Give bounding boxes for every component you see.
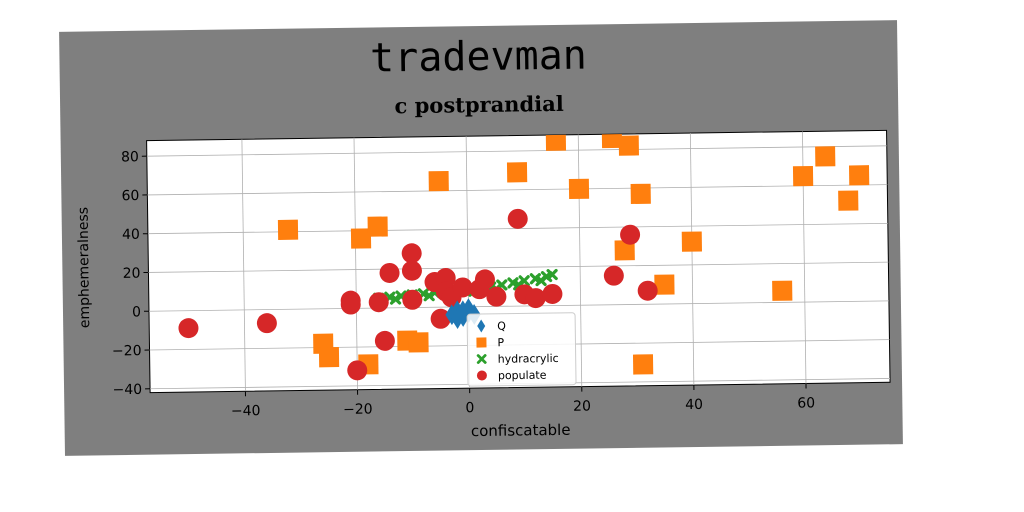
x-tick-label: 60 xyxy=(797,395,815,411)
point-populate xyxy=(486,286,507,307)
point-p xyxy=(630,183,651,204)
point-p xyxy=(838,190,859,211)
point-hydracrylic xyxy=(423,290,435,302)
point-p xyxy=(792,165,814,187)
y-tick-label: 0 xyxy=(132,304,141,320)
y-gridline xyxy=(146,145,887,157)
x-axis-label: confiscatable xyxy=(471,421,571,440)
point-populate xyxy=(525,288,546,309)
point-populate xyxy=(474,269,495,290)
y-axis-label: emphemeralness xyxy=(76,207,94,328)
point-p xyxy=(568,178,590,200)
x-tick-label: 20 xyxy=(573,398,591,414)
point-populate xyxy=(637,280,658,301)
point-populate xyxy=(430,308,451,329)
plot-area xyxy=(146,129,891,394)
figure: tradevman c postprandial −40 −20 0 20 40 60 −4… xyxy=(59,20,903,456)
point-populate xyxy=(603,265,624,286)
point-populate xyxy=(401,260,422,281)
y-gridline xyxy=(148,261,889,273)
x-tick-label: 0 xyxy=(465,400,474,416)
y-tick-label: 20 xyxy=(123,266,141,282)
y-tick-label: 80 xyxy=(121,149,139,165)
scatter-plot: −40 −20 0 20 40 60 −40 −20 0 20 40 60 80 confiscatabl… xyxy=(76,129,891,440)
point-p xyxy=(632,354,654,375)
data-points xyxy=(178,130,870,381)
point-populate xyxy=(379,262,400,283)
point-p xyxy=(815,146,836,167)
point-p xyxy=(367,216,388,237)
point-p xyxy=(618,135,639,156)
x-gridline xyxy=(353,137,358,390)
legend-label-p: P xyxy=(497,336,504,349)
point-populate xyxy=(347,360,368,381)
x-tick-label: −20 xyxy=(343,402,373,418)
legend-label-hydracrylic: hydracrylic xyxy=(498,352,559,366)
point-hydracrylic xyxy=(535,274,547,287)
point-populate xyxy=(542,283,563,304)
point-p xyxy=(772,280,793,301)
point-hydracrylic xyxy=(546,268,558,281)
y-gridline xyxy=(147,184,888,196)
point-p xyxy=(681,231,702,252)
point-p xyxy=(545,130,567,151)
legend-marker-q xyxy=(477,319,486,333)
point-p xyxy=(277,219,299,240)
point-p xyxy=(614,240,635,261)
legend-marker-p xyxy=(476,337,487,348)
point-p xyxy=(848,165,870,186)
legend-marker-populate xyxy=(476,370,487,381)
point-hydracrylic xyxy=(389,293,402,305)
legend-box xyxy=(466,312,577,387)
point-populate xyxy=(401,243,422,264)
legend-label-q: Q xyxy=(497,320,506,333)
x-gridline xyxy=(689,133,695,386)
point-p xyxy=(318,347,340,368)
point-p xyxy=(506,162,528,183)
x-tick-label: 40 xyxy=(685,397,703,413)
legend-marker-hydracrylic xyxy=(476,354,487,364)
y-gridline xyxy=(148,300,889,312)
point-populate xyxy=(452,277,473,298)
legend-label-populate: populate xyxy=(498,369,547,383)
x-gridline xyxy=(577,134,583,387)
point-p xyxy=(408,332,429,353)
point-p xyxy=(350,228,372,249)
y-tick-label: 40 xyxy=(122,227,140,243)
point-populate xyxy=(178,318,199,339)
y-tick-label: −40 xyxy=(112,382,142,398)
y-tick-label: −20 xyxy=(112,343,142,359)
x-gridline xyxy=(241,139,246,392)
point-populate xyxy=(340,294,361,315)
point-populate xyxy=(256,313,277,334)
point-populate xyxy=(620,224,641,245)
point-p xyxy=(428,171,449,192)
x-tick-label: −40 xyxy=(231,403,261,419)
point-populate xyxy=(507,208,528,229)
point-q xyxy=(451,308,464,329)
point-populate xyxy=(374,330,395,351)
point-q xyxy=(456,300,470,322)
point-p xyxy=(654,274,675,295)
point-populate xyxy=(368,292,389,313)
y-tick-label: 60 xyxy=(121,188,139,204)
point-populate xyxy=(402,289,423,310)
